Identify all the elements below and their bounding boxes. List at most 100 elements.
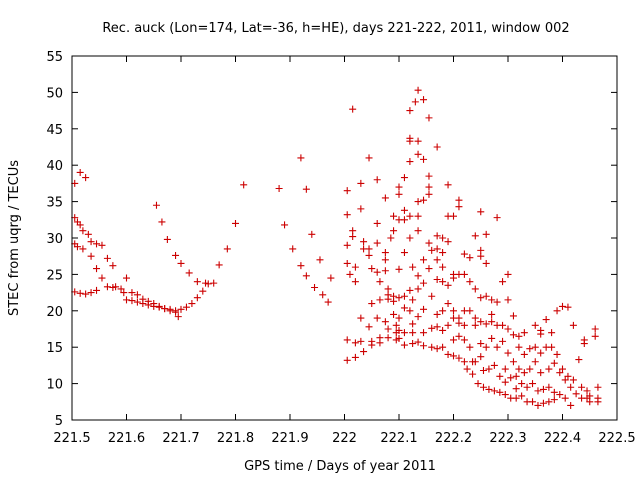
data-point (93, 286, 101, 294)
data-point (425, 183, 433, 191)
data-point (400, 341, 408, 349)
data-point (390, 297, 398, 305)
data-point (439, 326, 447, 334)
y-tick-label: 35 (46, 196, 63, 211)
data-point (390, 227, 398, 235)
data-point (351, 278, 359, 286)
data-point (93, 240, 101, 248)
data-point (496, 388, 504, 396)
data-point (346, 270, 354, 278)
data-point (591, 325, 599, 333)
data-point (439, 263, 447, 271)
data-point (409, 296, 417, 304)
data-point (556, 391, 564, 399)
data-point (477, 252, 485, 260)
data-point (509, 331, 517, 339)
data-point (564, 372, 572, 380)
data-point (466, 278, 474, 286)
data-point (82, 290, 90, 298)
data-point (545, 365, 553, 373)
data-point (439, 307, 447, 315)
data-point (365, 323, 373, 331)
data-point (471, 232, 479, 240)
data-point (550, 359, 558, 367)
data-point (553, 307, 561, 315)
data-point (185, 269, 193, 277)
data-point (425, 114, 433, 122)
data-point (166, 305, 174, 313)
x-tick-label: 222.5 (598, 431, 635, 446)
data-point (365, 251, 373, 259)
data-point (384, 334, 392, 342)
data-point (501, 391, 509, 399)
data-point (425, 239, 433, 247)
data-point (499, 337, 507, 345)
data-point (406, 234, 414, 242)
data-point (406, 107, 414, 115)
data-point (572, 390, 580, 398)
data-point (433, 345, 441, 353)
data-point (466, 307, 474, 315)
data-point (395, 265, 403, 273)
data-point (545, 383, 553, 391)
data-point (289, 245, 297, 253)
data-point (485, 385, 493, 393)
data-point (482, 259, 490, 267)
data-point (490, 387, 498, 395)
data-point (488, 318, 496, 326)
data-point (559, 302, 566, 310)
data-point (406, 286, 414, 294)
data-point (428, 292, 436, 300)
data-point (477, 340, 485, 348)
data-point (381, 194, 389, 202)
data-point (390, 310, 398, 318)
data-point (501, 378, 509, 386)
data-point (466, 254, 474, 262)
data-point (504, 270, 512, 278)
data-point (409, 263, 417, 271)
data-point (512, 385, 520, 393)
data-point (526, 345, 534, 353)
data-point (182, 303, 190, 311)
data-point (400, 174, 408, 182)
data-point (414, 198, 422, 206)
data-point (444, 300, 452, 308)
data-points (71, 86, 602, 409)
data-point (414, 137, 422, 145)
data-point (76, 289, 84, 297)
data-point (103, 283, 111, 291)
data-point (368, 341, 376, 349)
data-point (202, 279, 210, 287)
data-point (360, 348, 368, 356)
data-point (531, 358, 539, 366)
data-point (351, 263, 359, 271)
data-point (499, 321, 507, 329)
data-point (381, 267, 389, 275)
data-point (433, 143, 441, 151)
data-point (420, 196, 428, 204)
data-point (529, 398, 537, 406)
data-point (518, 392, 526, 400)
data-point (460, 358, 468, 366)
data-point (479, 383, 487, 391)
data-point (133, 298, 141, 306)
data-point (428, 343, 436, 351)
data-point (545, 398, 553, 406)
y-tick-label: 50 (46, 86, 63, 101)
data-point (87, 289, 95, 297)
data-point (98, 274, 106, 282)
data-point (155, 302, 163, 310)
data-point (450, 274, 457, 282)
data-point (428, 324, 436, 332)
data-point (550, 388, 558, 396)
data-point (343, 187, 351, 195)
data-point (76, 221, 84, 229)
data-point (144, 297, 152, 305)
data-point (539, 399, 547, 407)
x-tick-label: 222.4 (544, 431, 581, 446)
data-point (103, 254, 111, 262)
data-point (395, 190, 403, 198)
data-point (556, 369, 564, 377)
data-point (501, 365, 509, 373)
